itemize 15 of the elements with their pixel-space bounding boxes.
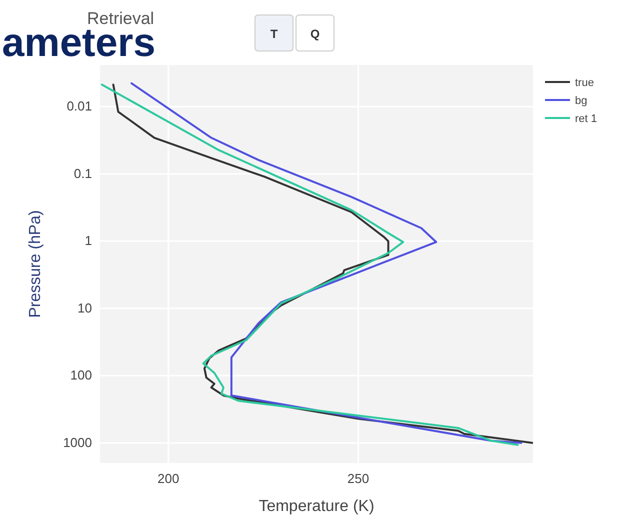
y-tick-label: 1000	[63, 434, 92, 450]
text: Q	[310, 27, 320, 41]
x-axis-title: Temperature (K)	[258, 498, 374, 515]
y-tick-label: 0.01	[66, 98, 92, 114]
y-tick-label: 10	[78, 300, 92, 316]
x-tick-label: 200	[158, 471, 180, 486]
y-tick-label: 0.1	[74, 166, 92, 181]
y-axis-title: Pressure (hPa)	[27, 210, 44, 318]
legend-label: true	[575, 77, 594, 89]
legend-label: bg	[575, 95, 588, 107]
x-tick-label: 250	[347, 471, 370, 486]
y-tick-label: 1	[84, 233, 92, 248]
legend-label: ret 1	[575, 113, 598, 125]
y-tick-label: 100	[70, 368, 92, 383]
text: T	[270, 27, 278, 41]
